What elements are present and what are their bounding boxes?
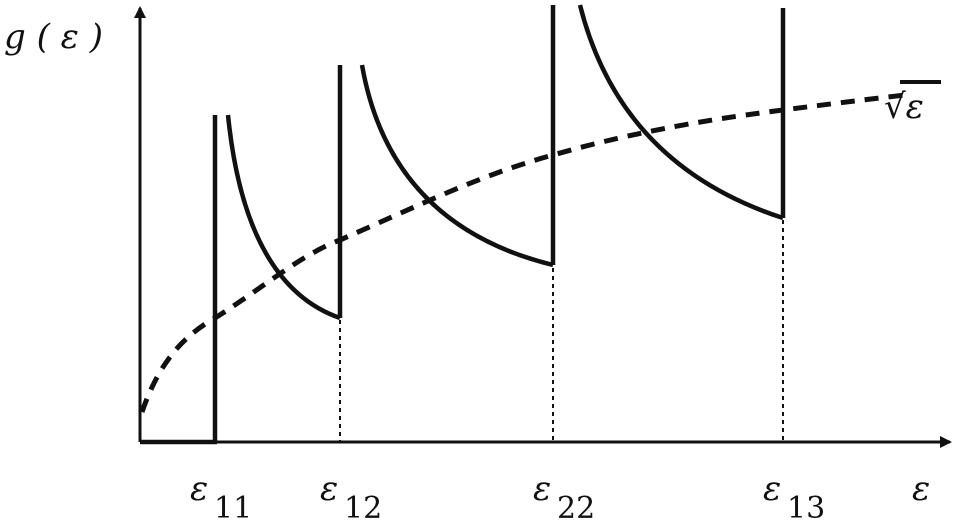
density-curve xyxy=(140,4,786,445)
level-subscript: 22 xyxy=(557,491,595,522)
level-symbol: ε xyxy=(533,469,551,509)
curve-label: √ε xyxy=(884,87,924,127)
level-symbol: ε xyxy=(190,469,208,509)
sqrt-curve xyxy=(139,92,906,413)
y-axis-label: g ( ε ) xyxy=(4,17,103,57)
level-subscript: 13 xyxy=(787,491,825,522)
level-subscript: 11 xyxy=(214,491,252,522)
x-axis-label: ε xyxy=(912,469,930,509)
level-subscript: 12 xyxy=(344,491,382,522)
level-symbol: ε xyxy=(763,469,781,509)
level-guides xyxy=(339,220,784,442)
level-symbol: ε xyxy=(320,469,338,509)
